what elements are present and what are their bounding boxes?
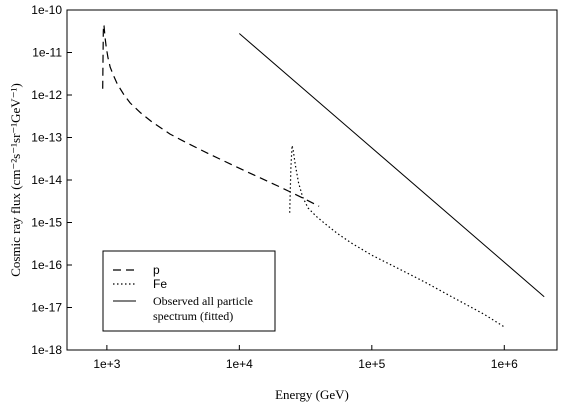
legend-label-p: p	[153, 263, 160, 277]
legend-box	[102, 250, 276, 332]
series-line-observed	[238, 33, 545, 298]
x-tick-label: 1e+6	[491, 357, 518, 371]
series-line-fe	[289, 144, 505, 328]
y-tick-label: 1e-16	[31, 258, 62, 272]
y-tick-label: 1e-14	[31, 173, 62, 187]
legend-label-observed-line2: spectrum (fitted)	[153, 309, 233, 323]
y-tick-label: 1e-17	[31, 301, 62, 315]
legend-label-fe: Fe	[153, 277, 167, 291]
legend-label-observed-line1: Observed all particle	[153, 294, 253, 308]
y-axis-ticks: 1e-18 1e-17 1e-16 1e-15 1e-14 1e-13 1e-12 1e-11…	[31, 3, 72, 357]
series-line-p	[102, 24, 320, 207]
y-axis-title: Cosmic ray flux (cm⁻²s⁻¹sr⁻¹GeV⁻¹)	[8, 83, 23, 277]
y-tick-label: 1e-13	[31, 131, 62, 145]
x-tick-label: 1e+4	[226, 357, 253, 371]
y-tick-label: 1e-12	[31, 88, 62, 102]
y-tick-label: 1e-18	[31, 343, 62, 357]
x-axis-title: Energy (GeV)	[275, 387, 349, 402]
series-layer	[102, 24, 545, 328]
y-tick-label: 1e-15	[31, 216, 62, 230]
legend: p Fe Observed all particle spectrum (fit…	[102, 250, 276, 332]
x-axis-ticks: 1e+3 1e+4 1e+5 1e+6	[93, 345, 518, 371]
x-tick-label: 1e+5	[358, 357, 385, 371]
x-tick-label: 1e+3	[93, 357, 120, 371]
y-tick-label: 1e-10	[31, 3, 62, 17]
y-tick-label: 1e-11	[32, 46, 62, 60]
